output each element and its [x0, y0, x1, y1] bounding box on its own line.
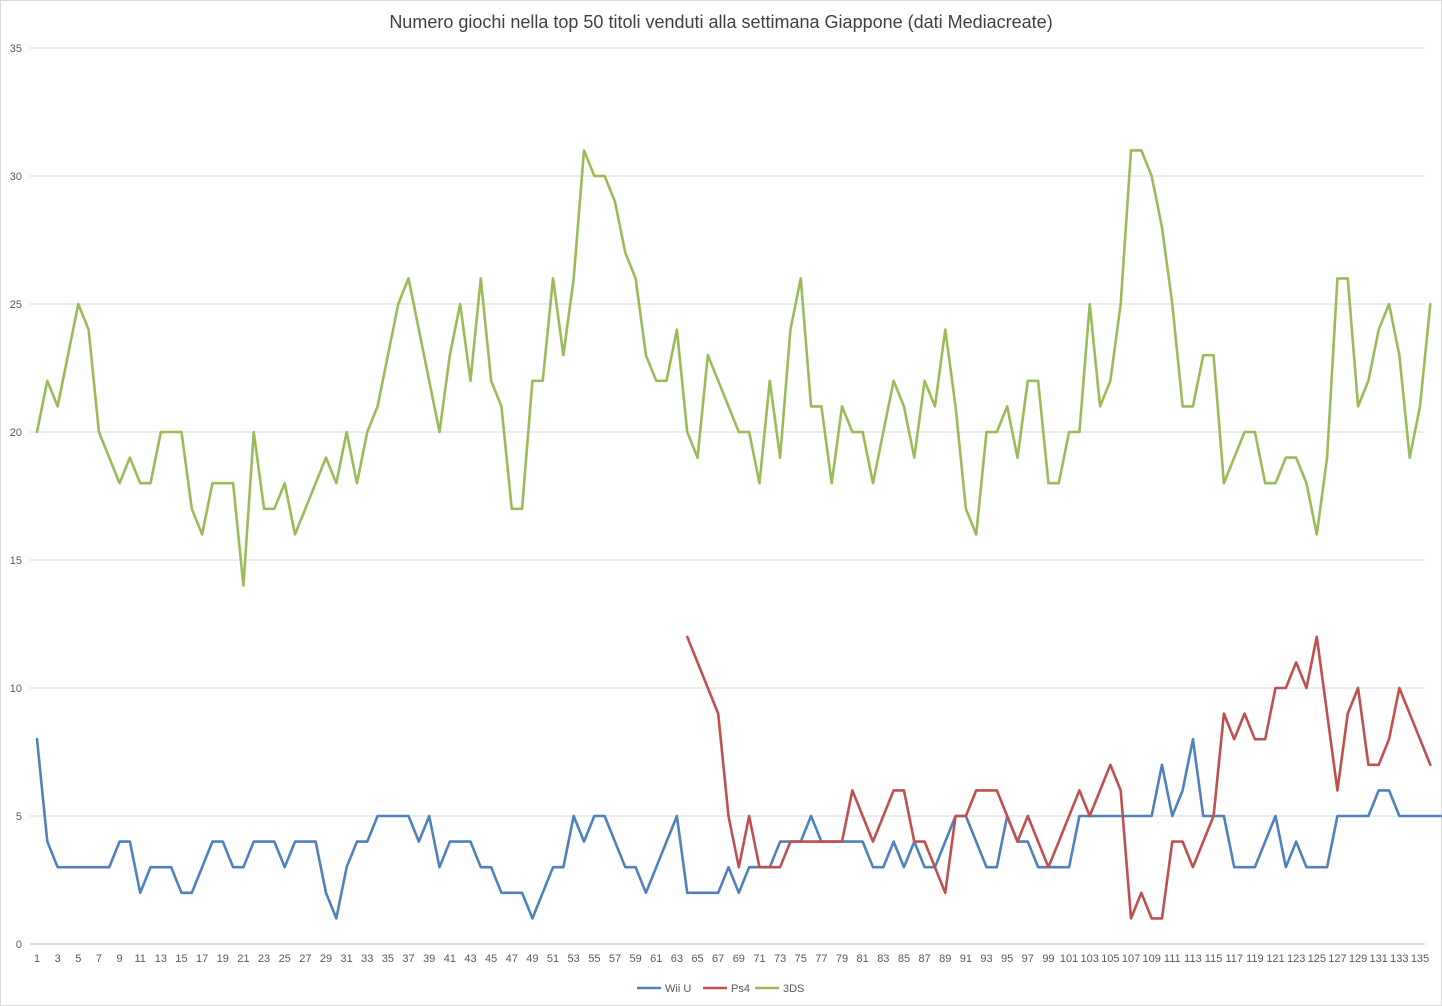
legend-label-3ds: 3DS: [783, 983, 804, 995]
x-tick-label: 29: [320, 953, 332, 965]
x-tick-label: 113: [1184, 953, 1202, 965]
x-tick-label: 49: [526, 953, 538, 965]
x-axis-ticks: 1 3 5 7 9 11 13 15 17 19 21 23 25 27 29 31 33 35 37 39 41 43 4…: [34, 953, 1429, 965]
x-tick-label: 45: [485, 953, 497, 965]
x-tick-label: 25: [279, 953, 291, 965]
x-tick-label: 81: [857, 953, 869, 965]
y-axis-ticks: 0 5 10 15 20 25 30 35: [10, 43, 22, 951]
series-line-wii-u: [35, 737, 1442, 920]
x-tick-label: 87: [918, 953, 930, 965]
x-tick-label: 11: [134, 953, 145, 965]
x-tick-label: 1: [34, 953, 40, 965]
legend: Wii U Ps4 3DS: [637, 983, 804, 995]
x-tick-label: 79: [836, 953, 848, 965]
x-tick-label: 101: [1060, 953, 1078, 965]
legend-label-wii-u: Wii U: [665, 983, 691, 995]
x-tick-label: 111: [1164, 953, 1181, 965]
x-tick-label: 13: [155, 953, 167, 965]
x-tick-label: 63: [671, 953, 683, 965]
x-tick-label: 65: [691, 953, 703, 965]
x-tick-label: 51: [547, 953, 559, 965]
x-tick-label: 43: [464, 953, 476, 965]
x-tick-label: 9: [117, 953, 123, 965]
x-tick-label: 59: [629, 953, 641, 965]
x-tick-label: 133: [1390, 953, 1408, 965]
x-tick-label: 17: [196, 953, 208, 965]
series-lines: [35, 149, 1442, 920]
x-tick-label: 7: [96, 953, 102, 965]
gridlines: [30, 47, 1425, 945]
x-tick-label: 67: [712, 953, 724, 965]
x-tick-label: 61: [650, 953, 662, 965]
x-tick-label: 27: [299, 953, 311, 965]
x-tick-label: 119: [1246, 953, 1264, 965]
x-tick-label: 37: [402, 953, 414, 965]
x-tick-label: 15: [175, 953, 187, 965]
x-tick-label: 107: [1122, 953, 1140, 965]
x-tick-label: 19: [217, 953, 229, 965]
x-tick-label: 125: [1308, 953, 1326, 965]
x-tick-label: 83: [877, 953, 889, 965]
x-tick-label: 115: [1205, 953, 1223, 965]
x-tick-label: 89: [939, 953, 951, 965]
x-tick-label: 23: [258, 953, 270, 965]
x-tick-label: 57: [609, 953, 621, 965]
x-tick-label: 127: [1328, 953, 1346, 965]
series-line-3ds: [35, 149, 1432, 587]
x-tick-label: 129: [1349, 953, 1367, 965]
y-tick-label: 25: [10, 299, 22, 311]
x-tick-label: 135: [1411, 953, 1429, 965]
x-tick-label: 69: [733, 953, 745, 965]
x-tick-label: 5: [75, 953, 81, 965]
x-tick-label: 75: [795, 953, 807, 965]
x-tick-label: 77: [815, 953, 827, 965]
x-tick-label: 93: [980, 953, 992, 965]
x-tick-label: 3: [55, 953, 61, 965]
x-tick-label: 123: [1287, 953, 1305, 965]
x-tick-label: 55: [588, 953, 600, 965]
x-tick-label: 53: [568, 953, 580, 965]
series-line-ps4: [685, 635, 1432, 920]
y-tick-label: 0: [16, 939, 22, 951]
x-tick-label: 35: [382, 953, 394, 965]
x-tick-label: 121: [1266, 953, 1284, 965]
x-tick-label: 33: [361, 953, 373, 965]
chart-title: Numero giochi nella top 50 titoli vendut…: [389, 12, 1053, 32]
x-tick-label: 73: [774, 953, 786, 965]
x-tick-label: 105: [1101, 953, 1119, 965]
x-tick-label: 71: [753, 953, 765, 965]
x-tick-label: 47: [506, 953, 518, 965]
y-tick-label: 35: [10, 43, 22, 55]
x-tick-label: 85: [898, 953, 910, 965]
x-tick-label: 91: [960, 953, 972, 965]
x-tick-label: 99: [1042, 953, 1054, 965]
legend-label-ps4: Ps4: [731, 983, 750, 995]
x-tick-label: 31: [341, 953, 353, 965]
x-tick-label: 39: [423, 953, 435, 965]
x-tick-label: 95: [1001, 953, 1013, 965]
x-tick-label: 103: [1081, 953, 1099, 965]
y-tick-label: 10: [10, 683, 22, 695]
x-tick-label: 21: [237, 953, 249, 965]
x-tick-label: 97: [1022, 953, 1034, 965]
y-tick-label: 30: [10, 171, 22, 183]
x-tick-label: 117: [1225, 953, 1243, 965]
x-tick-label: 109: [1142, 953, 1160, 965]
x-tick-label: 41: [444, 953, 456, 965]
y-tick-label: 15: [10, 555, 22, 567]
y-tick-label: 20: [10, 427, 22, 439]
x-tick-label: 131: [1370, 953, 1388, 965]
y-tick-label: 5: [16, 811, 22, 823]
